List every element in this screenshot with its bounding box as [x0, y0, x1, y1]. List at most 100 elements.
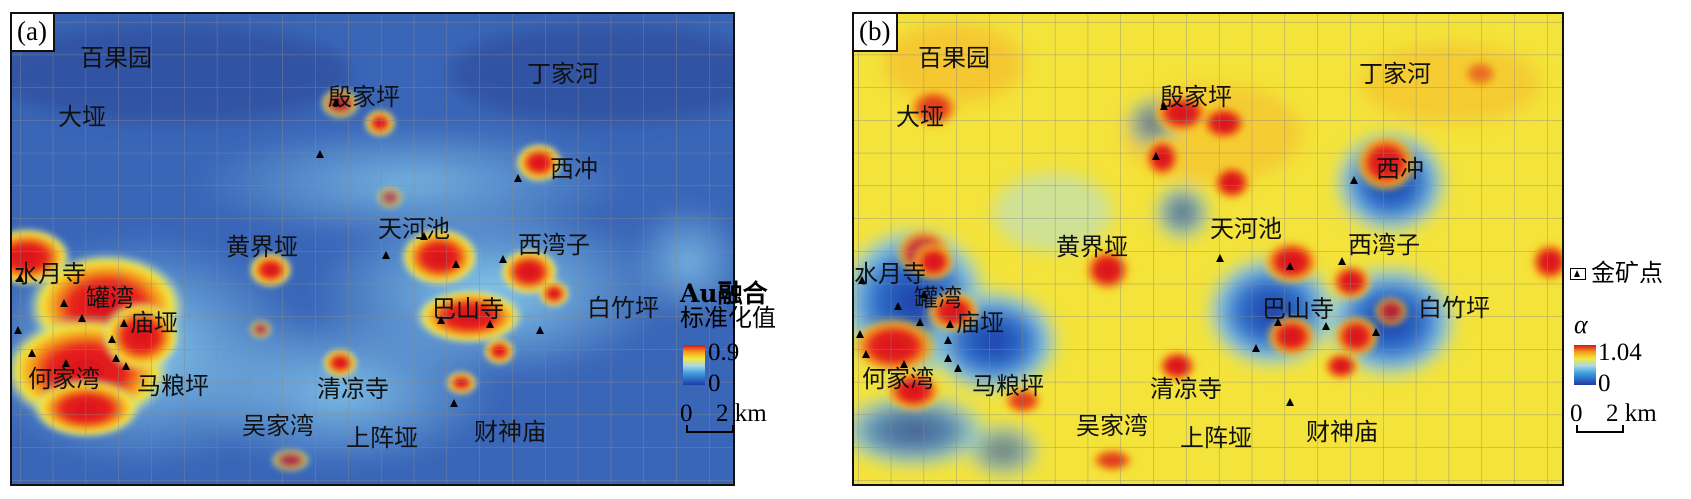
gold-deposit-marker [1286, 398, 1294, 406]
scale-b-value: 2 km [1606, 400, 1657, 427]
place-label: 白竹坪 [1418, 294, 1490, 322]
gold-deposit-marker [16, 274, 24, 282]
place-label: 黄界垭 [1056, 233, 1128, 261]
place-label: 马粮坪 [972, 372, 1044, 400]
gold-deposit-marker [954, 364, 962, 372]
place-label: 吴家湾 [242, 412, 314, 440]
legend-a-title-1: Au融合 [680, 279, 768, 308]
map-panel-a: (a) 百果园 大垭 殷家坪 丁家河 西冲 天河池 西湾子 黄界垭 水月寺 罐湾… [10, 12, 735, 486]
place-label: 庙垭 [130, 309, 178, 337]
scale-bar-a [686, 425, 734, 433]
place-label: 马粮坪 [137, 372, 209, 400]
color-ramp-b [1574, 345, 1596, 385]
gold-deposit-marker [1322, 322, 1330, 330]
gold-deposit-marker [437, 316, 445, 324]
place-label: 丁家河 [527, 60, 599, 88]
place-label: 何家湾 [862, 365, 934, 393]
place-label: 水月寺 [14, 260, 86, 288]
gold-deposit-marker [452, 260, 460, 268]
place-label: 大垭 [896, 103, 944, 131]
gold-deposit-marker [916, 318, 924, 326]
gold-deposit-marker [920, 290, 928, 298]
gold-deposit-marker [514, 174, 522, 182]
gold-deposit-marker [1286, 262, 1294, 270]
gold-deposit-marker [1252, 344, 1260, 352]
gold-deposit-marker [1350, 176, 1358, 184]
panel-label: (a) [12, 14, 55, 52]
gold-deposit-marker [382, 251, 390, 259]
gold-deposit-marker [858, 276, 866, 284]
gold-deposit-marker [536, 326, 544, 334]
legend-a-title-2: 标准化值 [680, 304, 776, 332]
place-label: 财神庙 [474, 418, 546, 446]
gold-deposit-marker [1216, 254, 1224, 262]
gold-deposit-marker [332, 98, 340, 106]
gold-deposit-marker [316, 150, 324, 158]
gold-deposit-marker [499, 255, 507, 263]
place-label: 水月寺 [854, 260, 926, 288]
gold-deposit-marker [420, 232, 428, 240]
legend-b-max: 1.04 [1598, 339, 1642, 366]
gold-deposit-marker [1152, 152, 1160, 160]
place-label: 百果园 [80, 44, 152, 72]
place-label: 西冲 [550, 155, 598, 183]
gold-deposit-legend-label: 金矿点 [1591, 259, 1663, 287]
place-label: 殷家坪 [1160, 83, 1232, 111]
gold-deposit-marker [856, 330, 864, 338]
place-label: 上阵垭 [346, 424, 418, 452]
gold-deposit-legend-symbol [1570, 268, 1586, 280]
legend-a-min: 0 [708, 370, 721, 397]
gold-deposit-marker [900, 360, 908, 368]
gold-deposit-marker [1372, 328, 1380, 336]
gold-deposit-marker [450, 399, 458, 407]
gold-deposit-marker [108, 335, 116, 343]
place-label: 殷家坪 [328, 83, 400, 111]
place-label: 罐湾 [914, 284, 962, 312]
place-label: 天河池 [1210, 215, 1282, 243]
gold-deposit-marker [120, 319, 128, 327]
gold-deposit-marker [944, 336, 952, 344]
place-label: 黄界垭 [226, 233, 298, 261]
gold-deposit-marker [112, 354, 120, 362]
place-label: 清凉寺 [1150, 375, 1222, 403]
place-label: 丁家河 [1359, 60, 1431, 88]
place-label: 上阵垭 [1180, 424, 1252, 452]
place-label: 西湾子 [1348, 231, 1420, 259]
gold-deposit-marker [894, 302, 902, 310]
au-heatmap-a [12, 14, 733, 484]
gold-deposit-marker [1338, 257, 1346, 265]
alpha-heatmap-b [854, 14, 1562, 484]
gold-deposit-marker [78, 314, 86, 322]
place-label: 财神庙 [1306, 418, 1378, 446]
gold-deposit-marker [62, 359, 70, 367]
place-label: 西冲 [1376, 155, 1424, 183]
gold-deposit-marker [1160, 102, 1168, 110]
color-ramp-a [683, 345, 705, 385]
place-label: 西湾子 [518, 231, 590, 259]
place-label: 百果园 [918, 44, 990, 72]
map-panel-b: (b) 百果园 大垭 殷家坪 丁家河 西冲 天河池 西湾子 黄界垭 水月寺 罐湾… [852, 12, 1564, 486]
place-label: 吴家湾 [1076, 412, 1148, 440]
gold-deposit-marker [946, 320, 954, 328]
gold-deposit-marker [944, 354, 952, 362]
gold-deposit-marker [122, 362, 130, 370]
legend-b-title: α [1574, 310, 1588, 339]
scale-a-zero: 0 [680, 400, 693, 427]
gold-deposit-marker [14, 326, 22, 334]
gold-deposit-marker [60, 299, 68, 307]
place-label: 大垭 [58, 103, 106, 131]
gold-deposit-marker [1274, 318, 1282, 326]
place-label: 罐湾 [86, 284, 134, 312]
scale-a-value: 2 km [716, 400, 767, 427]
scale-b-zero: 0 [1570, 400, 1583, 427]
place-label: 巴山寺 [1262, 295, 1334, 323]
scale-bar-b [1576, 425, 1624, 433]
gold-deposit-marker [28, 349, 36, 357]
legend-a-max: 0.9 [708, 339, 740, 366]
gold-deposit-marker [862, 350, 870, 358]
place-label: 天河池 [378, 215, 450, 243]
place-label: 白竹坪 [587, 294, 659, 322]
panel-label: (b) [854, 14, 899, 52]
place-label: 何家湾 [28, 365, 100, 393]
place-label: 清凉寺 [317, 375, 389, 403]
